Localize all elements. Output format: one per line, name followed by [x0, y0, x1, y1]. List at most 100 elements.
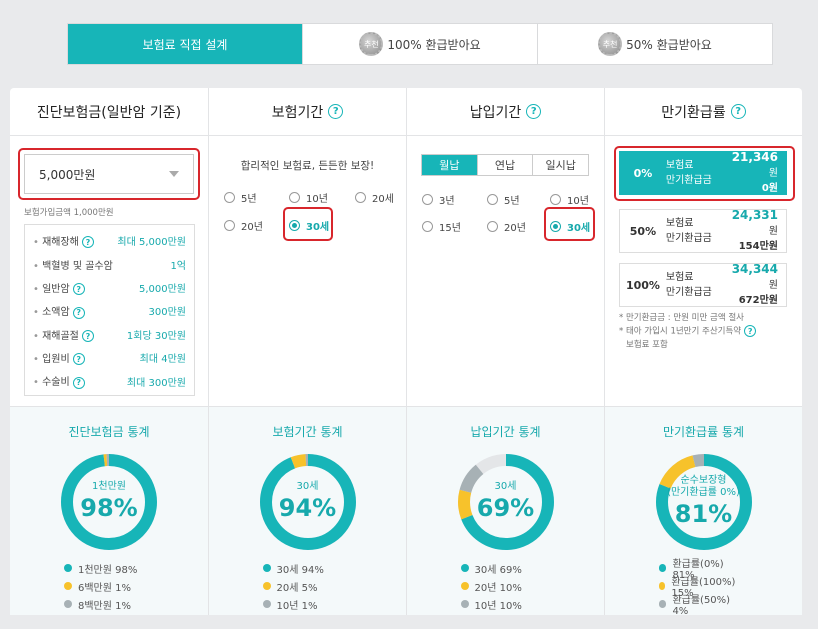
legend: 환급률(0%) 81% 환급률(100%) 15% 환급률(50%) 4%: [605, 559, 802, 617]
tab-50-refund[interactable]: 추천 50% 환급받아요: [537, 24, 772, 64]
help-icon[interactable]: ?: [72, 353, 85, 366]
donut-svg: [457, 454, 554, 550]
legend-label: 6백만원 1%: [78, 582, 132, 594]
radio-20y[interactable]: 20년: [487, 219, 526, 234]
legend-inner: 1천만원 98%: [64, 561, 154, 576]
stats-diagnosis: 진단보험금 통계 1천만원 98% 1천만원 98% 6백만원 1% 8백만원 1%: [10, 406, 208, 615]
help-icon[interactable]: ?: [526, 104, 542, 119]
rate-values: 34,344 원 672만원: [732, 262, 786, 308]
refund-label: 만기환급금: [665, 233, 712, 244]
rate-option-100pct[interactable]: 100% 보험료 만기환급금 34,344 원 672만원: [619, 262, 787, 308]
radio-label: 30세: [567, 223, 591, 234]
refund-unit: 만원: [759, 241, 778, 252]
legend-inner: 6백만원 1%: [64, 579, 154, 594]
radio-15y[interactable]: 15년: [422, 219, 461, 234]
refund-amount: 672: [738, 295, 760, 306]
radio-20y[interactable]: 20년: [224, 218, 263, 233]
radio-age30[interactable]: 30세: [289, 218, 329, 233]
rate-pct: 50%: [629, 224, 657, 238]
refund-unit: 원: [768, 183, 778, 194]
legend-label: 환급률(100%) 15%: [671, 577, 736, 599]
legend-dot-icon: [262, 564, 271, 572]
coverage-name: 백혈병 및 골수암: [33, 261, 113, 272]
coverage-left: 소액암?: [33, 303, 85, 319]
seg-lumpsum[interactable]: 일시납: [532, 155, 588, 175]
rate-values: 24,331 원 154만원: [732, 208, 786, 254]
radio-circle-icon: [289, 220, 300, 231]
coverage-value: 최대 5,000만원: [117, 237, 186, 249]
donut-svg: [259, 454, 356, 550]
donut-center-pct: 98%: [80, 494, 138, 522]
donut-center: 30세 94%: [258, 452, 358, 552]
rate-option-0pct[interactable]: 0% 보험료 만기환급금 21,346 원 0원: [619, 150, 787, 196]
legend-item: 8백만원 1%: [10, 595, 208, 613]
rate-option-50pct[interactable]: 50% 보험료 만기환급금 24,331 원 154만원: [619, 208, 787, 254]
legend-dot-icon: [262, 582, 271, 590]
coverage-name: 수술비: [33, 377, 70, 388]
col-title: 보험기간?: [209, 88, 406, 136]
radio-3y[interactable]: 3년: [422, 192, 455, 207]
legend-label: 30세 69%: [474, 564, 522, 576]
radio-5y[interactable]: 5년: [487, 192, 520, 207]
highlight-box: [18, 148, 200, 200]
stats-title: 만기환급률 통계: [662, 425, 745, 439]
help-icon[interactable]: ?: [328, 104, 344, 119]
rate-values: 21,346 원 0원: [732, 150, 786, 196]
col-payment-period: 납입기간? 월납 연납 일시납 3년 5년 10년 15년 20년 30세 납입…: [406, 88, 604, 615]
coverage-row: 백혈병 및 골수암 1억: [33, 252, 186, 275]
radio-10y[interactable]: 10년: [289, 190, 328, 205]
premium-unit: 원: [768, 280, 778, 291]
legend: 1천만원 98% 6백만원 1% 8백만원 1%: [10, 559, 208, 613]
seg-monthly[interactable]: 월납: [422, 155, 477, 175]
coverage-value: 최대 4만원: [139, 354, 186, 366]
radio-age20[interactable]: 20세: [355, 190, 394, 205]
radio-circle-icon: [550, 221, 561, 232]
donut-svg: [655, 454, 752, 550]
coverage-value: 1억: [170, 260, 186, 272]
rate-labels: 보험료 만기환급금: [666, 270, 732, 300]
stats-refund: 만기환급률 통계 순수보장형 (만기환급률 0%) 81% 환급률(0%) 81…: [605, 406, 802, 617]
help-icon[interactable]: ?: [744, 325, 757, 337]
legend-item: 6백만원 1%: [10, 577, 208, 595]
radio-circle-icon: [289, 192, 300, 203]
col-title: 납입기간?: [407, 88, 604, 136]
radio-circle-icon: [422, 194, 433, 205]
premium-amount: 24,331: [731, 208, 778, 222]
premium-amount: 21,346: [731, 150, 778, 164]
help-icon[interactable]: ?: [81, 236, 94, 249]
legend-inner: 20년 10%: [460, 579, 551, 594]
coverage-left: 입원비?: [33, 350, 85, 366]
legend-label: 환급률(0%) 81%: [672, 559, 724, 581]
legend-inner: 30세 94%: [262, 561, 353, 576]
coverage-row: 일반암? 5,000만원: [33, 276, 186, 299]
radio-label: 20세: [372, 194, 394, 205]
legend-label: 10년 1%: [276, 600, 318, 612]
coverage-left: 수술비?: [33, 373, 85, 389]
help-icon[interactable]: ?: [730, 104, 746, 119]
legend-dot-icon: [460, 564, 469, 572]
radio-label: 5년: [241, 194, 257, 205]
premium-value: 21,346 원: [732, 150, 778, 181]
radio-age30[interactable]: 30세: [550, 219, 590, 234]
legend-dot-icon: [64, 564, 72, 572]
amount-select[interactable]: 5,000만원: [24, 154, 194, 194]
donut-center-label: 순수보장형 (만기환급률 0%): [667, 475, 740, 498]
help-icon[interactable]: ?: [81, 330, 94, 342]
tab-direct-design[interactable]: 보험료 직접 설계: [68, 24, 302, 64]
legend-inner: 10년 1%: [262, 597, 353, 612]
radio-5y[interactable]: 5년: [224, 190, 257, 205]
help-icon[interactable]: ?: [72, 376, 85, 389]
help-icon[interactable]: ?: [72, 283, 85, 296]
seg-yearly[interactable]: 연납: [476, 155, 533, 175]
legend-inner: 환급률(100%) 15%: [658, 573, 749, 599]
radio-10y[interactable]: 10년: [550, 192, 589, 207]
legend-item: 10년 10%: [407, 595, 604, 613]
note-line: * 만기환급금 : 만원 미만 금액 절사: [619, 313, 744, 323]
legend-inner: 환급률(0%) 81%: [658, 555, 749, 581]
coverage-name: 재해골절: [33, 331, 79, 342]
help-icon[interactable]: ?: [72, 306, 85, 319]
stats-payment: 납입기간 통계 30세 69% 30세 69% 20년 10% 10년 10%: [407, 406, 604, 615]
rate-pct: 100%: [625, 278, 660, 292]
donut-slice-2: [655, 454, 752, 550]
tab-100-refund[interactable]: 추천 100% 환급받아요: [302, 24, 537, 64]
